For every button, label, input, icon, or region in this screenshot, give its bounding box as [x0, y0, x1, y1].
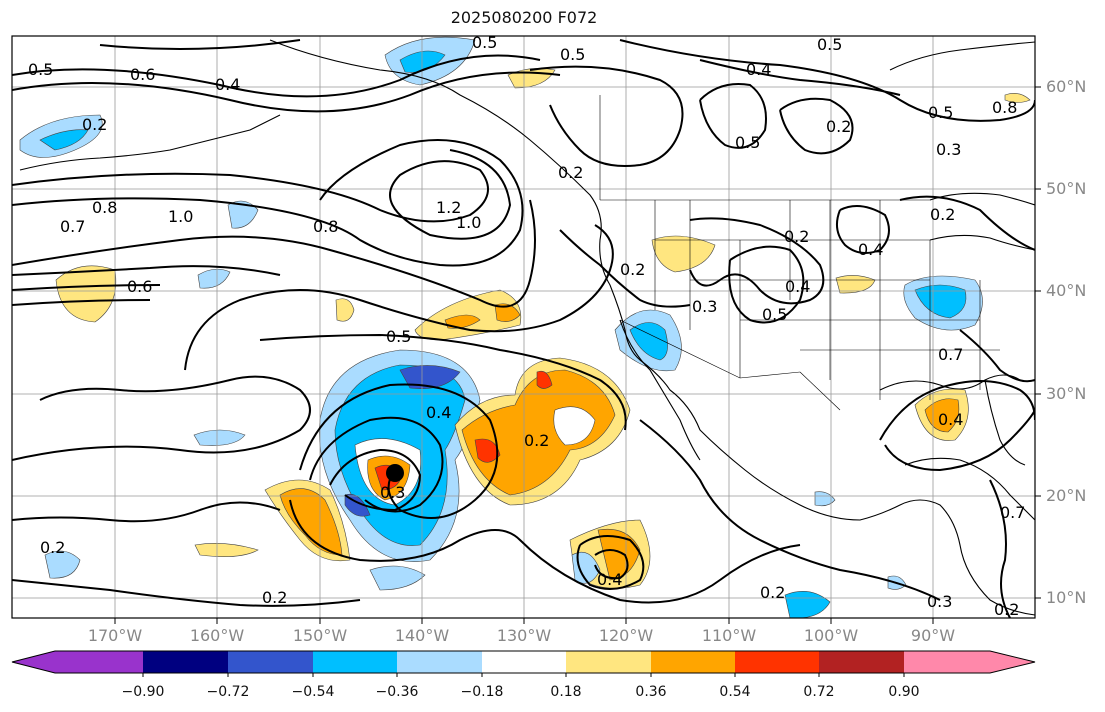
colorbar-segment [143, 651, 228, 673]
contour-label: 0.8 [992, 98, 1017, 117]
contour-label: 0.4 [858, 240, 883, 259]
colorbar-outline [11, 650, 1036, 674]
contour-label: 0.2 [930, 205, 955, 224]
lon-label: 150°W [292, 626, 348, 645]
contour-label: 0.5 [928, 103, 953, 122]
contour-label: 0.2 [524, 431, 549, 450]
lat-label: 50°N [1046, 179, 1087, 198]
contour-label: 0.4 [938, 410, 963, 429]
contour-label: 0.4 [597, 570, 622, 589]
contour-label: 0.5 [28, 60, 53, 79]
contour-label: 0.2 [784, 227, 809, 246]
colorbar-segment [397, 651, 482, 673]
lon-label: 130°W [496, 626, 552, 645]
contour-label: 0.7 [1000, 503, 1025, 522]
lat-label: 10°N [1046, 588, 1087, 607]
contour-label: 0.4 [746, 60, 771, 79]
colorbar-segment [819, 651, 904, 673]
contour-label: 0.5 [817, 35, 842, 54]
contour-label: 0.7 [938, 345, 963, 364]
contour-label: 0.3 [936, 140, 961, 159]
contour-label: 0.2 [82, 115, 107, 134]
contour-label: 0.6 [127, 277, 152, 296]
colorbar-segment [12, 651, 143, 673]
colorbar-segment [313, 651, 397, 673]
colorbar-segment [228, 651, 313, 673]
contour-label: 0.2 [262, 588, 287, 607]
graticule [12, 36, 1035, 618]
contour-label: 0.2 [620, 260, 645, 279]
contour-label: 0.4 [215, 75, 240, 94]
lat-label: 30°N [1046, 384, 1087, 403]
lon-label: 120°W [598, 626, 654, 645]
contour-label: 1.2 [436, 198, 461, 217]
contour-label: 0.5 [762, 305, 787, 324]
map-title: 2025080200 F072 [450, 8, 598, 27]
colorbar-tick-label: −0.72 [206, 684, 250, 700]
colorbar-segment [566, 651, 651, 673]
lon-label: 140°W [394, 626, 450, 645]
contour-lines [12, 39, 1035, 618]
lat-label: 60°N [1046, 77, 1087, 96]
lat-label: 40°N [1046, 281, 1087, 300]
colorbar-segment [904, 651, 1035, 673]
contour-label: 0.5 [560, 45, 585, 64]
lon-label: 100°W [803, 626, 859, 645]
colorbar-tick-label: −0.18 [460, 684, 504, 700]
contour-label: 0.5 [386, 327, 411, 346]
contour-label: 0.3 [927, 592, 952, 611]
contour-label: 0.3 [692, 297, 717, 316]
contour-label: 0.8 [313, 217, 338, 236]
colorbar-tick-label: 0.90 [888, 684, 920, 700]
contour-label: 0.4 [426, 403, 451, 422]
contour-label: 0.4 [785, 277, 810, 296]
contour-label: 1.0 [456, 213, 481, 232]
colorbar-segment [482, 651, 566, 673]
contour-label: 0.3 [380, 483, 405, 502]
colorbar-tick-label: −0.54 [291, 684, 335, 700]
lon-label: 90°W [910, 626, 956, 645]
colorbar-segment [651, 651, 735, 673]
colorbar-tick-label: −0.36 [375, 684, 419, 700]
contour-label: 0.2 [558, 163, 583, 182]
political-borders [599, 95, 1000, 411]
storm-center-marker [386, 464, 404, 482]
contour-label: 0.7 [60, 217, 85, 236]
colorbar-tick-label: −0.90 [121, 684, 165, 700]
colorbar-tick-label: 0.54 [719, 684, 751, 700]
contour-label: 0.2 [760, 583, 785, 602]
contour-label: 0.2 [994, 600, 1019, 619]
colorbar-segment [735, 651, 819, 673]
lon-label: 170°W [87, 626, 143, 645]
colorbar-tick-label: 0.72 [803, 684, 835, 700]
contour-label: 0.8 [92, 198, 117, 217]
contour-label: 1.0 [168, 207, 193, 226]
contour-label-layer: 0.5 0.5 0.4 0.4 0.5 0.5 0.6 0.2 0.7 0.8 … [28, 33, 1025, 619]
colorbar [11, 650, 1036, 677]
shaded-anomalies [19, 36, 1031, 618]
contour-label: 0.6 [130, 65, 155, 84]
lon-label: 110°W [701, 626, 757, 645]
contour-label: 0.2 [826, 117, 851, 136]
colorbar-tick-label: 0.18 [550, 684, 582, 700]
coastlines [19, 39, 1035, 616]
contour-label: 0.5 [472, 33, 497, 52]
map-background [12, 36, 1035, 618]
axis-ticks [114, 86, 1041, 624]
contour-label: 0.5 [735, 133, 760, 152]
contour-label: 0.2 [40, 538, 65, 557]
lat-label: 20°N [1046, 486, 1087, 505]
colorbar-tick-label: 0.36 [635, 684, 667, 700]
lon-label: 160°W [189, 626, 245, 645]
